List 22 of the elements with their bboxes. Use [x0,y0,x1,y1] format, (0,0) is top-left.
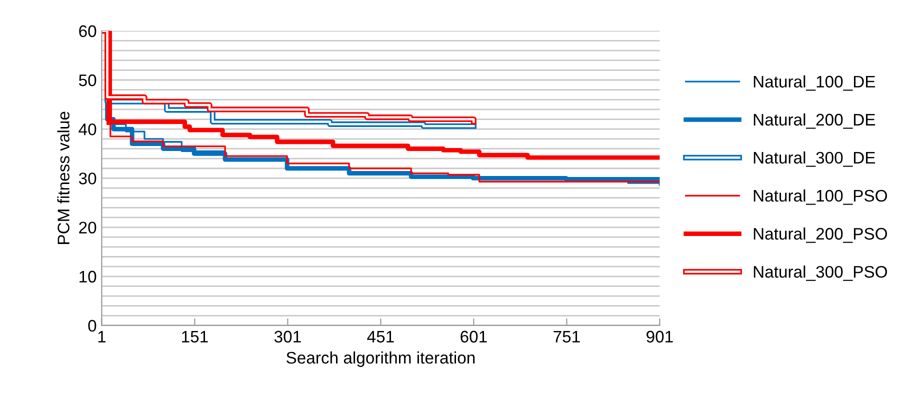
y-tick-label: 0 [88,320,96,332]
x-tick-label: 901 [646,330,673,343]
y-tick-label: 60 [79,25,96,38]
x-axis-title: Search algorithm iteration [286,351,475,367]
y-tick-label: 20 [79,222,96,234]
x-tick-label: 151 [182,330,208,343]
y-tick-label: 10 [80,270,96,283]
x-tick-label: 751 [554,330,580,343]
x-tick-label: 601 [460,330,487,343]
x-tick-label: 1 [98,330,106,342]
y-tick-label: 30 [78,172,96,184]
y-tick-label: 40 [78,123,96,136]
x-tick-label: 451 [367,330,394,343]
y-tick-label: 50 [78,74,96,86]
legend-label: Natural_300_PSO [754,266,887,281]
legend-label: Natural_300_DE [754,151,876,167]
x-tick-label: 301 [274,330,301,343]
y-axis-title: PCM fitness value [57,112,70,244]
legend-label: Natural_100_PSO [754,189,887,205]
legend-label: Natural_100_DE [754,75,876,91]
legend-label: Natural_200_PSO [754,227,887,243]
legend-label: Natural_200_DE [754,113,876,129]
